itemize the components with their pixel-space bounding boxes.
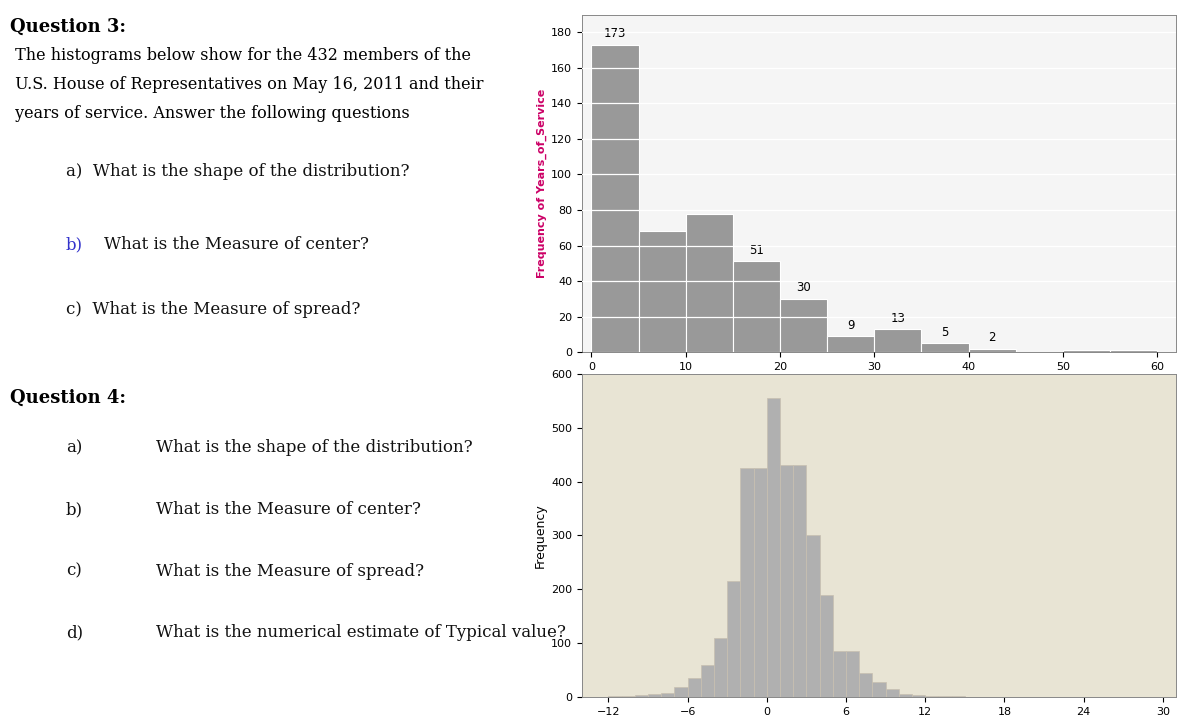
Text: b): b) [66,236,83,253]
Bar [780,299,827,352]
Text: a)  What is the shape of the distribution?: a) What is the shape of the distribution… [66,163,409,180]
Text: What is the shape of the distribution?: What is the shape of the distribution? [156,439,473,456]
Text: years of service. Answer the following questions: years of service. Answer the following q… [10,105,409,122]
Bar [922,343,968,352]
Text: The histograms below show for the 432 members of the: The histograms below show for the 432 me… [10,47,470,64]
Bar [592,45,638,352]
Bar [733,261,780,352]
Bar [1110,351,1157,352]
Y-axis label: Frequency: Frequency [534,503,547,568]
Text: 5: 5 [941,326,949,339]
Bar [899,694,912,697]
Text: 9: 9 [847,319,854,332]
Bar [754,468,767,697]
Text: U.S. House of Representatives on May 16, 2011 and their: U.S. House of Representatives on May 16,… [10,76,484,93]
Bar [793,465,806,697]
Bar [727,582,740,697]
Text: What is the Measure of center?: What is the Measure of center? [156,501,421,518]
Text: c)  What is the Measure of spread?: c) What is the Measure of spread? [66,301,360,318]
Y-axis label: Frequency of Years_of_Service: Frequency of Years_of_Service [536,89,547,278]
Bar [827,336,875,352]
Bar [875,329,922,352]
Bar [661,693,674,697]
Bar [1063,351,1110,352]
Bar [968,348,1015,352]
Text: Question 4:: Question 4: [10,388,126,407]
Bar [688,678,701,697]
Bar [846,651,859,697]
Bar [685,213,733,352]
Bar [806,536,820,697]
Text: What is the Measure of center?: What is the Measure of center? [104,236,370,253]
Bar [674,688,688,697]
Text: c): c) [66,563,82,579]
Bar [925,696,938,697]
Bar [701,665,714,697]
Bar [622,696,635,697]
Bar [872,682,886,697]
Bar [740,468,754,697]
Bar [833,651,846,697]
Text: What is the Measure of spread?: What is the Measure of spread? [156,563,424,579]
Text: 2: 2 [989,331,996,344]
Bar [780,465,793,697]
Bar [714,637,727,697]
Text: b): b) [66,501,83,518]
Text: 30: 30 [796,282,811,294]
X-axis label: Years_of_Service: Years_of_Service [821,376,937,389]
Bar [886,689,899,697]
Bar [767,398,780,697]
Text: d): d) [66,624,83,641]
Text: What is the numerical estimate of Typical value?: What is the numerical estimate of Typica… [156,624,566,641]
Bar [638,232,685,352]
Bar [820,595,833,697]
Bar [635,696,648,697]
Text: 173: 173 [604,28,626,40]
Text: 13: 13 [890,311,905,325]
Text: a): a) [66,439,83,456]
Bar [912,696,925,697]
Bar [648,694,661,697]
Text: Question 3:: Question 3: [10,18,126,36]
Text: 51: 51 [749,244,764,257]
Bar [859,673,872,697]
